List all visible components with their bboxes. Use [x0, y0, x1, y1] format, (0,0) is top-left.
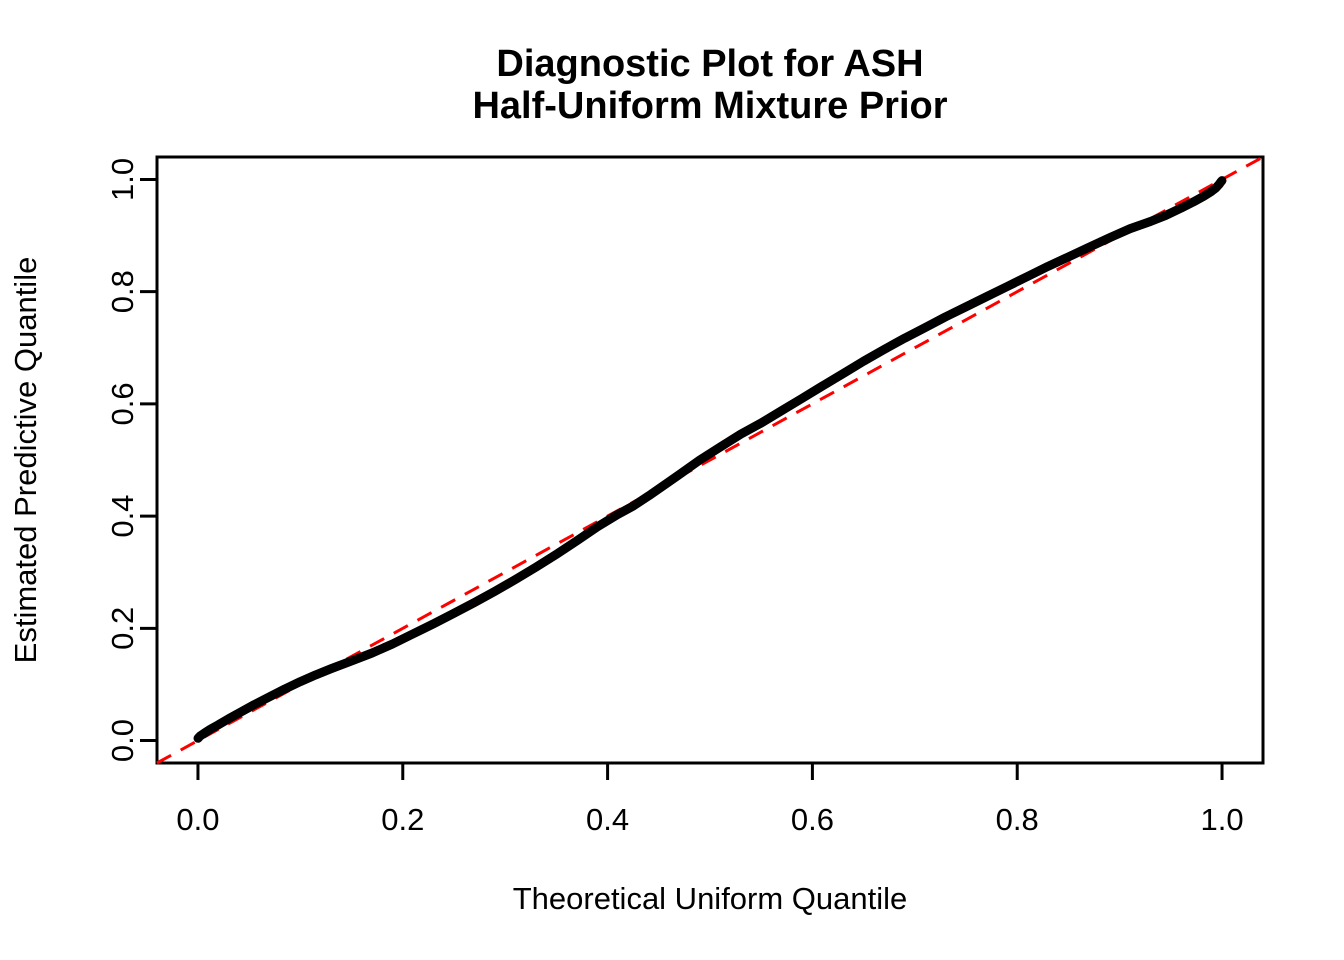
reference-diagonal [156, 155, 1264, 765]
x-axis-tick-label: 0.4 [586, 802, 629, 837]
y-axis-tick-label: 0.8 [105, 270, 140, 313]
x-axis-label: Theoretical Uniform Quantile [513, 881, 908, 916]
plot-layer: 0.0 0.2 0.4 0.6 0.8 1.0 0.0 0.2 0.4 0.6 0.8 1.0 [105, 155, 1264, 837]
y-axis-tick-label: 0.6 [105, 382, 140, 425]
y-axis-tick-label: 0.4 [105, 495, 140, 538]
chart-title-line-2: Half-Uniform Mixture Prior [472, 85, 947, 127]
x-axis-tick-label: 1.0 [1200, 802, 1243, 837]
estimated-vs-theoretical-quantiles [193, 176, 1227, 743]
y-axis-tick-label: 1.0 [105, 158, 140, 201]
x-axis-tick-label: 0.6 [791, 802, 834, 837]
plot-box [155, 155, 1265, 765]
x-axis-tick-label: 0.2 [381, 802, 424, 837]
x-axis-tick-label: 0.0 [176, 802, 219, 837]
y-axis-label: Estimated Predictive Quantile [8, 257, 43, 664]
y-axis-tick-label: 0.0 [105, 719, 140, 762]
y-axis-tick-label: 0.2 [105, 607, 140, 650]
chart-title-line-1: Diagnostic Plot for ASH [496, 43, 923, 85]
x-axis-tick-label: 0.8 [996, 802, 1039, 837]
